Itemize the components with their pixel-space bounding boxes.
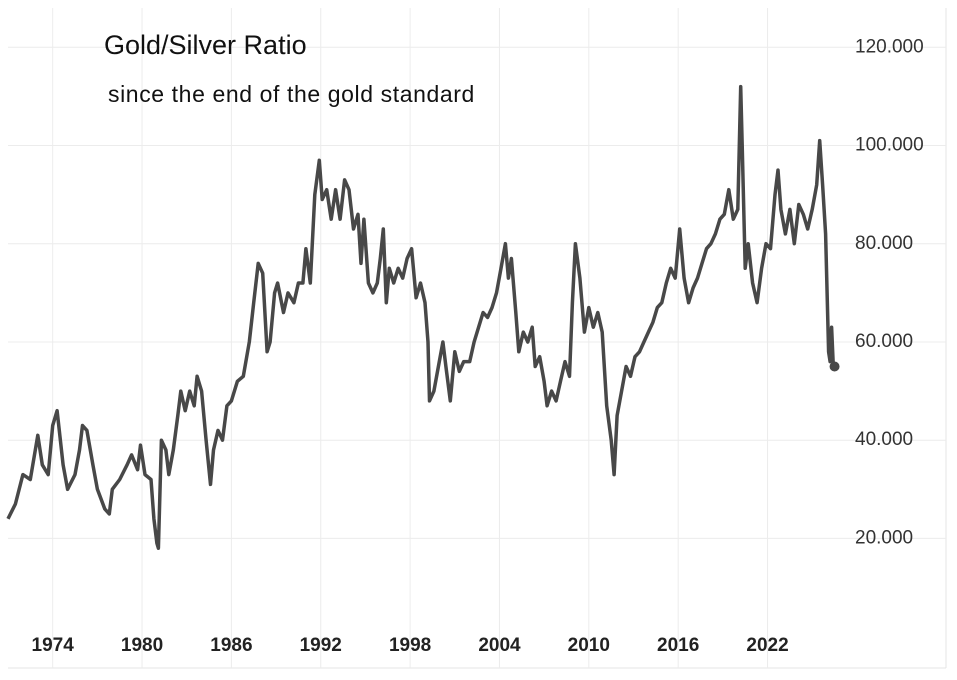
chart-subtitle: since the end of the gold standard bbox=[108, 81, 475, 107]
y-tick-label: 40.000 bbox=[855, 429, 913, 450]
x-tick-label: 2010 bbox=[568, 635, 610, 656]
x-tick-label: 1998 bbox=[389, 635, 431, 656]
data-line bbox=[6, 84, 837, 550]
y-tick-label: 20.000 bbox=[855, 527, 913, 548]
end-point bbox=[829, 361, 840, 372]
x-tick-label: 1974 bbox=[32, 635, 75, 656]
x-tick-label: 2004 bbox=[478, 635, 521, 656]
x-tick-label: 2022 bbox=[746, 635, 788, 656]
y-tick-label: 100.000 bbox=[855, 135, 924, 156]
marks bbox=[6, 84, 840, 550]
y-tick-label: 80.000 bbox=[855, 233, 913, 254]
chart-title: Gold/Silver Ratio bbox=[104, 30, 307, 60]
x-tick-label: 1980 bbox=[121, 635, 163, 656]
x-tick-label: 2016 bbox=[657, 635, 699, 656]
y-tick-label: 120.000 bbox=[855, 36, 924, 57]
grid bbox=[8, 8, 946, 668]
y-tick-label: 60.000 bbox=[855, 331, 913, 352]
x-tick-label: 1992 bbox=[300, 635, 342, 656]
x-tick-label: 1986 bbox=[210, 635, 252, 656]
